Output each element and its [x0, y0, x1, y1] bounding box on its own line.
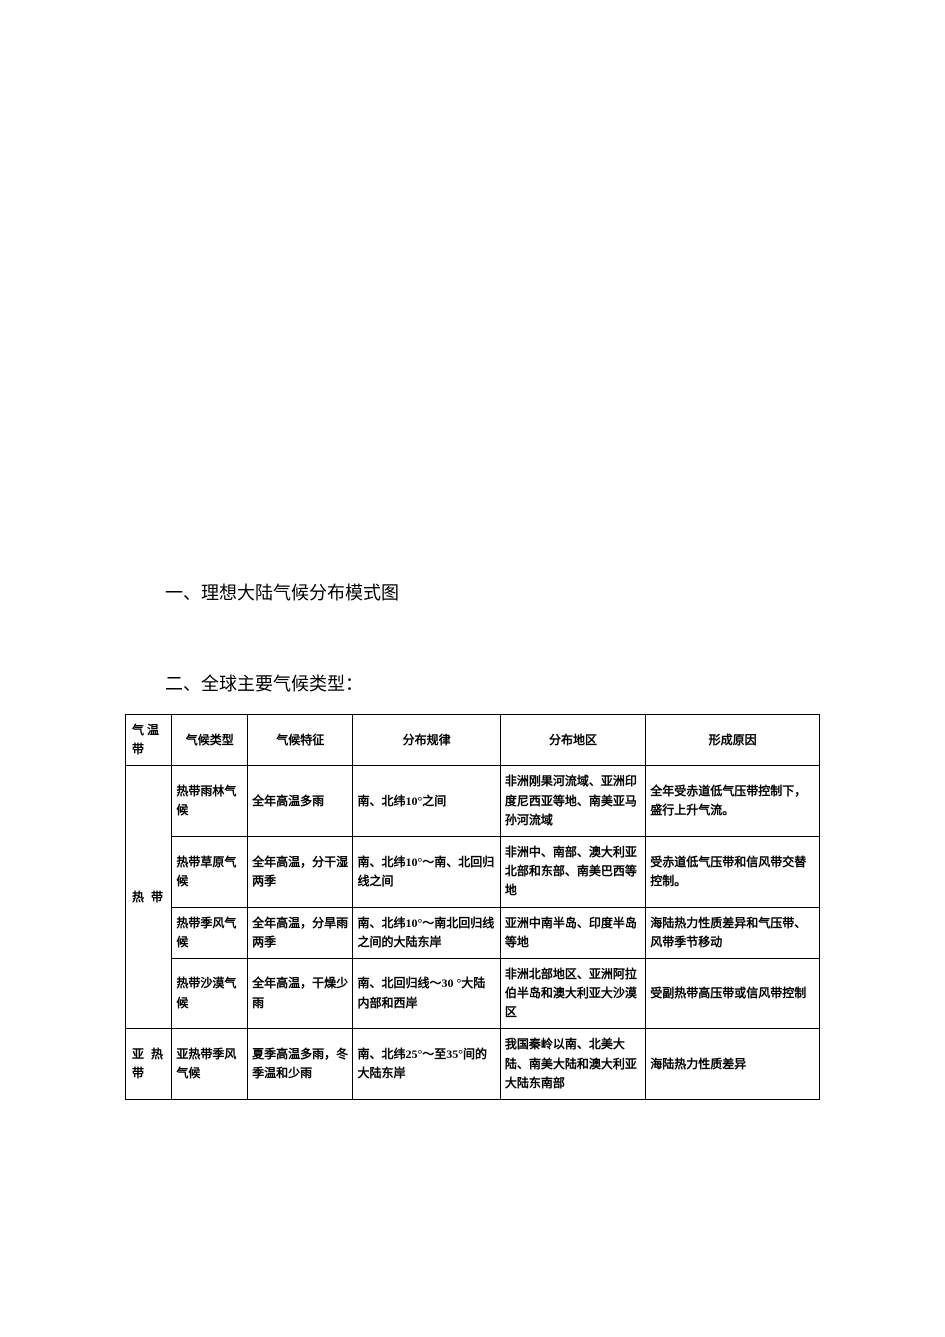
pattern-cell: 南、北纬25°～至35°间的大陆东岸 [353, 1029, 500, 1100]
table-header-row: 气 温带 气候类型 气候特征 分布规律 分布地区 形成原因 [126, 715, 820, 766]
region-cell: 非洲中、南部、澳大利亚北部和东部、南美巴西等地 [500, 836, 645, 907]
type-cell: 热带沙漠气候 [172, 958, 248, 1029]
pattern-cell: 南、北纬10°～南、北回归线之间 [353, 836, 500, 907]
table-row: 热带季风气候全年高温，分旱雨两季南、北纬10°～南北回归线之间的大陆东岸亚洲中南… [126, 907, 820, 958]
col-header-pattern: 分布规律 [353, 715, 500, 766]
pattern-cell: 南、北回归线～30 °大陆内部和西岸 [353, 958, 500, 1029]
region-cell: 非洲刚果河流域、亚洲印度尼西亚等地、南美亚马孙河流域 [500, 766, 645, 837]
heading-section-1: 一、理想大陆气候分布模式图 [125, 579, 820, 605]
zone-cell: 热 带 [126, 766, 172, 1029]
pattern-cell: 南、北纬10°～南北回归线之间的大陆东岸 [353, 907, 500, 958]
heading-section-2: 二、全球主要气候类型： [125, 670, 820, 696]
climate-table: 气 温带 气候类型 气候特征 分布规律 分布地区 形成原因 热 带热带雨林气候全… [125, 714, 820, 1100]
type-cell: 热带草原气候 [172, 836, 248, 907]
region-cell: 我国秦岭以南、北美大陆、南美大陆和澳大利亚大陆东南部 [500, 1029, 645, 1100]
cause-cell: 受赤道低气压带和信风带交替控制。 [646, 836, 820, 907]
table-body: 热 带 热带雨林气候全年高温多雨南、北纬10°之间非洲刚果河流域、亚洲印度尼西亚等… [126, 766, 820, 1100]
zone-label: 亚 热带 [132, 1047, 165, 1080]
document-body: 一、理想大陆气候分布模式图 二、全球主要气候类型： 气 温带 气候类型 气候特征… [125, 579, 820, 1100]
feature-cell: 全年高温，干燥少雨 [248, 958, 353, 1029]
col-header-type: 气候类型 [172, 715, 248, 766]
col-header-zone: 气 温带 [126, 715, 172, 766]
type-cell: 热带雨林气候 [172, 766, 248, 837]
table-row: 热 带热带雨林气候全年高温多雨南、北纬10°之间非洲刚果河流域、亚洲印度尼西亚等… [126, 766, 820, 837]
table-row: 热带草原气候全年高温，分干湿两季南、北纬10°～南、北回归线之间非洲中、南部、澳… [126, 836, 820, 907]
type-cell: 亚热带季风气候 [172, 1029, 248, 1100]
region-cell: 亚洲中南半岛、印度半岛等地 [500, 907, 645, 958]
col-header-cause: 形成原因 [646, 715, 820, 766]
col-header-region: 分布地区 [500, 715, 645, 766]
type-cell: 热带季风气候 [172, 907, 248, 958]
cause-cell: 海陆热力性质差异 [646, 1029, 820, 1100]
region-cell: 非洲北部地区、亚洲阿拉伯半岛和澳大利亚大沙漠区 [500, 958, 645, 1029]
cause-cell: 全年受赤道低气压带控制下，盛行上升气流。 [646, 766, 820, 837]
zone-label: 热 带 [132, 890, 165, 904]
col-header-feature: 气候特征 [248, 715, 353, 766]
feature-cell: 夏季高温多雨，冬季温和少雨 [248, 1029, 353, 1100]
table-row: 亚 热带亚热带季风气候夏季高温多雨，冬季温和少雨南、北纬25°～至35°间的大陆… [126, 1029, 820, 1100]
zone-cell: 亚 热带 [126, 1029, 172, 1100]
cause-cell: 海陆热力性质差异和气压带、风带季节移动 [646, 907, 820, 958]
feature-cell: 全年高温，分旱雨两季 [248, 907, 353, 958]
feature-cell: 全年高温多雨 [248, 766, 353, 837]
pattern-cell: 南、北纬10°之间 [353, 766, 500, 837]
feature-cell: 全年高温，分干湿两季 [248, 836, 353, 907]
cause-cell: 受副热带高压带或信风带控制 [646, 958, 820, 1029]
table-row: 热带沙漠气候全年高温，干燥少雨南、北回归线～30 °大陆内部和西岸非洲北部地区、… [126, 958, 820, 1029]
